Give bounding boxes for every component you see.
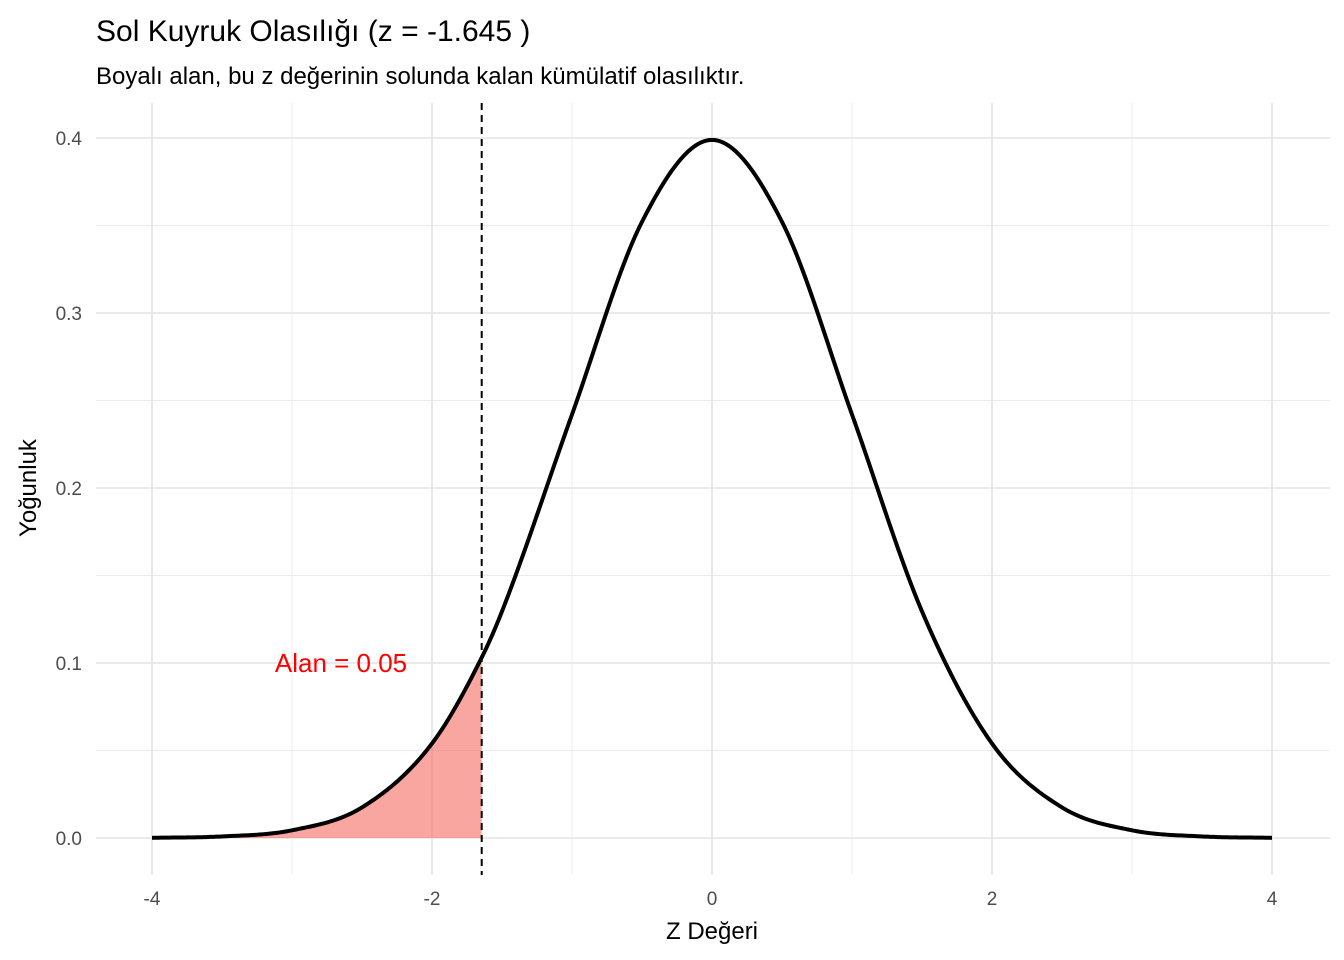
grid-major xyxy=(96,103,1330,875)
density-curve xyxy=(151,137,1273,840)
chart-subtitle: Boyalı alan, bu z değerinin solunda kala… xyxy=(96,63,744,90)
x-tick-label: 0 xyxy=(707,889,718,910)
y-tick-label: 0.0 xyxy=(56,829,82,850)
y-axis-title: Yoğunluk xyxy=(15,438,42,537)
x-tick-label: -2 xyxy=(424,889,441,910)
y-tick-label: 0.1 xyxy=(56,654,82,675)
x-tick-label: 4 xyxy=(1267,889,1278,910)
x-tick-label: 2 xyxy=(987,889,998,910)
y-tick-label: 0.2 xyxy=(56,479,82,500)
x-axis-ticks: -4 -2 0 2 4 xyxy=(144,889,1278,910)
chart-title: Sol Kuyruk Olasılığı (z = -1.645 ) xyxy=(96,15,530,48)
area-annotation: Alan = 0.05 xyxy=(275,648,407,678)
x-tick-label: -4 xyxy=(144,889,161,910)
y-tick-label: 0.4 xyxy=(56,129,83,150)
shaded-tail-area xyxy=(152,657,482,838)
y-axis-ticks: 0.0 0.1 0.2 0.3 0.4 xyxy=(56,129,83,850)
grid-minor xyxy=(96,103,1330,875)
y-tick-label: 0.3 xyxy=(56,304,82,325)
x-axis-title: Z Değeri xyxy=(666,918,758,945)
